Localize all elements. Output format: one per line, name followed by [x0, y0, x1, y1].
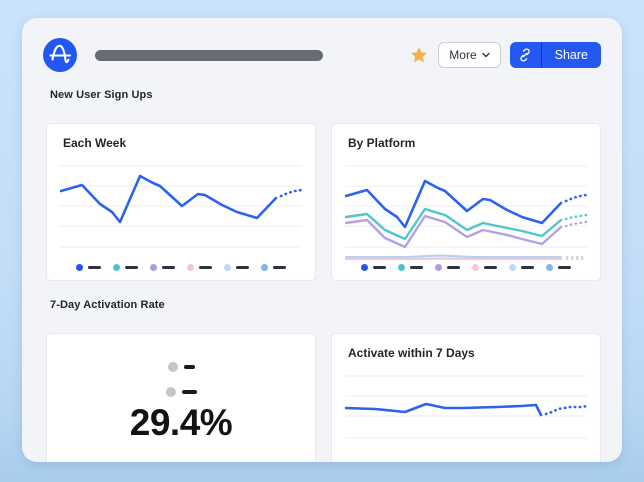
- redacted-legend-label: [484, 266, 497, 269]
- redacted-legend-label: [273, 266, 286, 269]
- redacted-legend-label: [199, 266, 212, 269]
- legend-item: [76, 264, 101, 271]
- card-by-platform[interactable]: By Platform: [331, 123, 601, 281]
- card-title: By Platform: [348, 136, 416, 150]
- share-button[interactable]: Share: [554, 48, 588, 62]
- legend-dot-icon: [398, 264, 405, 271]
- more-button-label: More: [449, 48, 477, 62]
- legend-dot-icon: [187, 264, 194, 271]
- each-week-line-chart: [59, 160, 303, 272]
- card-title: Each Week: [63, 136, 127, 150]
- legend-dot-icon: [150, 264, 157, 271]
- card-activation-metric[interactable]: 29.4%: [46, 333, 316, 462]
- legend-item: [261, 264, 286, 271]
- legend-dot-icon: [167, 362, 178, 372]
- legend-item: [113, 264, 138, 271]
- card-activate-within-7-days[interactable]: Activate within 7 Days: [331, 333, 601, 462]
- legend-item: [546, 264, 571, 271]
- legend-dot-icon: [546, 264, 553, 271]
- legend-item: [187, 264, 212, 271]
- legend-dot-icon: [509, 264, 516, 271]
- redacted-legend-label: [236, 266, 249, 269]
- legend-dot-icon: [435, 264, 442, 271]
- legend-dot-icon: [165, 387, 176, 397]
- header-actions: More Share: [409, 42, 601, 68]
- activation-rate-value: 29.4%: [129, 402, 233, 443]
- dashboard-panel: More Share New Us: [22, 18, 622, 462]
- card-each-week[interactable]: Each Week: [46, 123, 316, 281]
- legend-item: [435, 264, 460, 271]
- redacted-legend-label: [410, 266, 423, 269]
- section-title-new-user-sign-ups: New User Sign Ups: [50, 89, 153, 101]
- legend-item: [472, 264, 497, 271]
- redacted-legend-label: [125, 266, 138, 269]
- link-icon: [520, 48, 530, 62]
- card-title: Activate within 7 Days: [348, 346, 475, 360]
- legend-dot-icon: [472, 264, 479, 271]
- legend-dot-icon: [361, 264, 368, 271]
- dashboard-header: More Share: [43, 38, 601, 72]
- legend-item: [361, 264, 386, 271]
- legend-dot-icon: [261, 264, 268, 271]
- copy-link-button[interactable]: [510, 42, 542, 68]
- metric-legend-row: [47, 362, 315, 372]
- legend-dot-icon: [76, 264, 83, 271]
- by-platform-line-chart: [344, 160, 588, 272]
- chevron-down-icon: [481, 52, 490, 58]
- redacted-legend-label: [558, 266, 571, 269]
- more-button[interactable]: More: [438, 42, 501, 68]
- legend-dot-icon: [113, 264, 120, 271]
- redacted-legend-label: [183, 365, 195, 369]
- chart-legend: [332, 264, 600, 271]
- amplitude-logo-icon[interactable]: [43, 38, 77, 72]
- chart-legend: [47, 264, 315, 271]
- redacted-legend-label: [373, 266, 386, 269]
- legend-item: [150, 264, 175, 271]
- star-favorite-icon[interactable]: [409, 45, 429, 65]
- section-title-7-day-activation-rate: 7-Day Activation Rate: [50, 299, 165, 311]
- activate-within-7-days-line-chart: [343, 368, 589, 458]
- redacted-legend-label: [521, 266, 534, 269]
- legend-item: [224, 264, 249, 271]
- legend-item: [398, 264, 423, 271]
- legend-dot-icon: [224, 264, 231, 271]
- share-button-group: Share: [509, 42, 601, 68]
- redacted-legend-label: [88, 266, 101, 269]
- redacted-legend-label: [162, 266, 175, 269]
- legend-item: [509, 264, 534, 271]
- redacted-dashboard-title: [95, 49, 323, 61]
- metric-legend-row: [47, 387, 315, 397]
- redacted-legend-label: [181, 390, 197, 394]
- redacted-legend-label: [447, 266, 460, 269]
